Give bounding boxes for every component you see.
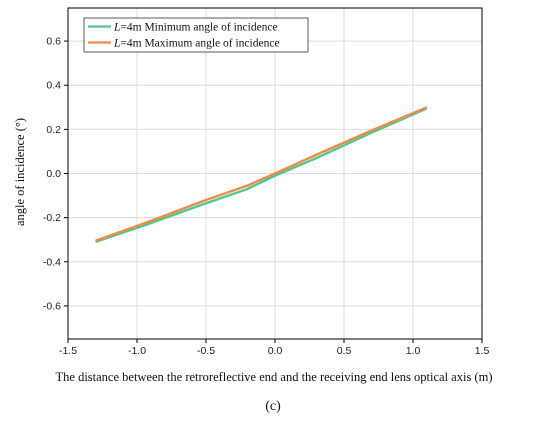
y-tick-label: 0.6 xyxy=(46,36,61,48)
x-tick-label: -1.0 xyxy=(128,345,146,357)
legend-label-minimum: L=4m Minimum angle of incidence xyxy=(113,22,278,34)
x-tick-label: 0.0 xyxy=(268,345,283,357)
legend: L=4m Minimum angle of incidence L=4m Max… xyxy=(83,17,309,53)
axis-ticks: -1.5 -1.0 -0.5 0.0 0.5 1.0 1.5 -0.6 -0.4 -0.2 0.0 0… xyxy=(43,36,490,357)
y-tick-label: 0.0 xyxy=(46,168,61,180)
x-tick-label: -1.5 xyxy=(59,345,77,357)
x-tick-label: -0.5 xyxy=(197,345,215,357)
y-tick-label: -0.4 xyxy=(43,256,61,268)
series-lines xyxy=(95,106,428,244)
y-tick-label: -0.6 xyxy=(43,300,61,312)
legend-label-maximum: L=4m Maximum angle of incidence xyxy=(113,38,280,50)
y-tick-label: 0.4 xyxy=(46,80,61,92)
x-tick-label: 1.0 xyxy=(406,345,421,357)
x-tick-label: 1.5 xyxy=(475,345,490,357)
y-tick-label: 0.2 xyxy=(46,124,61,136)
x-axis-title: The distance between the retroreflective… xyxy=(56,370,493,384)
legend-box xyxy=(83,17,309,53)
series-line-minimum xyxy=(95,107,428,244)
y-tick-label: -0.2 xyxy=(43,212,61,224)
x-tick-label: 0.5 xyxy=(337,345,352,357)
y-axis-title: angle of incidence (°) xyxy=(13,118,27,226)
panel-label: (c) xyxy=(265,399,281,414)
series-line-maximum xyxy=(95,106,428,242)
